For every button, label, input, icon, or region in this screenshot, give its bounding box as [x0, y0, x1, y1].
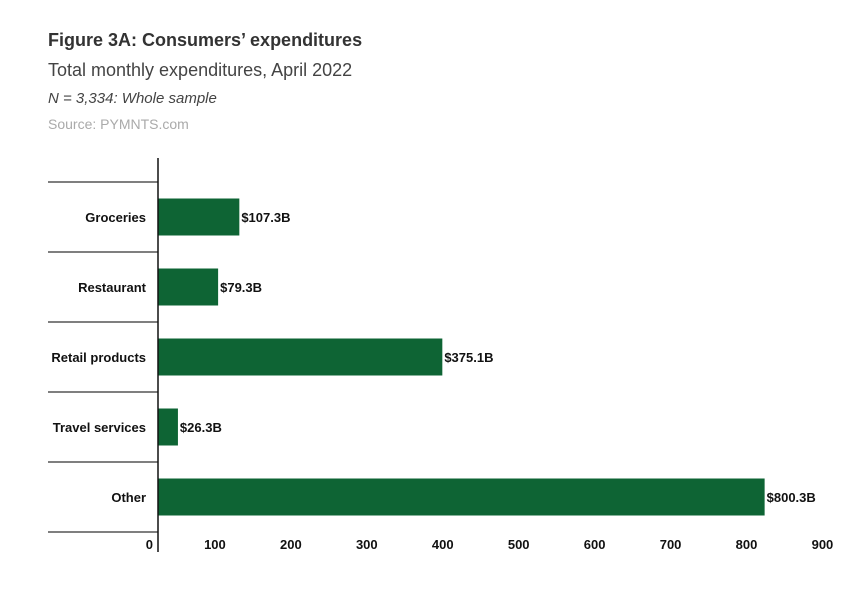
bar-retail-products [158, 338, 443, 376]
bar-restaurant [158, 268, 219, 306]
category-label: Other [111, 490, 146, 505]
category-label: Retail products [51, 350, 146, 365]
x-tick-label: 700 [660, 537, 682, 552]
data-label: $375.1B [444, 350, 493, 365]
x-tick-label: 500 [508, 537, 530, 552]
category-label: Travel services [53, 420, 146, 435]
x-tick-label: 300 [356, 537, 378, 552]
x-tick-label: 200 [280, 537, 302, 552]
category-label: Restaurant [78, 280, 147, 295]
x-tick-label: 600 [584, 537, 606, 552]
bar-other [158, 478, 765, 516]
data-label: $800.3B [767, 490, 816, 505]
x-tick-label: 400 [432, 537, 454, 552]
x-tick-label: 0 [146, 537, 153, 552]
x-tick-label: 100 [204, 537, 226, 552]
bar-travel-services [158, 408, 178, 446]
source-note: Source: PYMNTS.com [48, 116, 189, 132]
chart-title: Figure 3A: Consumers’ expenditures [48, 30, 363, 50]
data-label: $26.3B [180, 420, 222, 435]
bar-groceries [158, 198, 240, 236]
data-label: $107.3B [241, 210, 290, 225]
data-label: $79.3B [220, 280, 262, 295]
x-tick-label: 800 [736, 537, 758, 552]
chart-subtitle: Total monthly expenditures, April 2022 [48, 60, 353, 80]
category-label: Groceries [85, 210, 146, 225]
sample-note: N = 3,334: Whole sample [48, 90, 217, 107]
x-tick-label: 900 [812, 537, 834, 552]
